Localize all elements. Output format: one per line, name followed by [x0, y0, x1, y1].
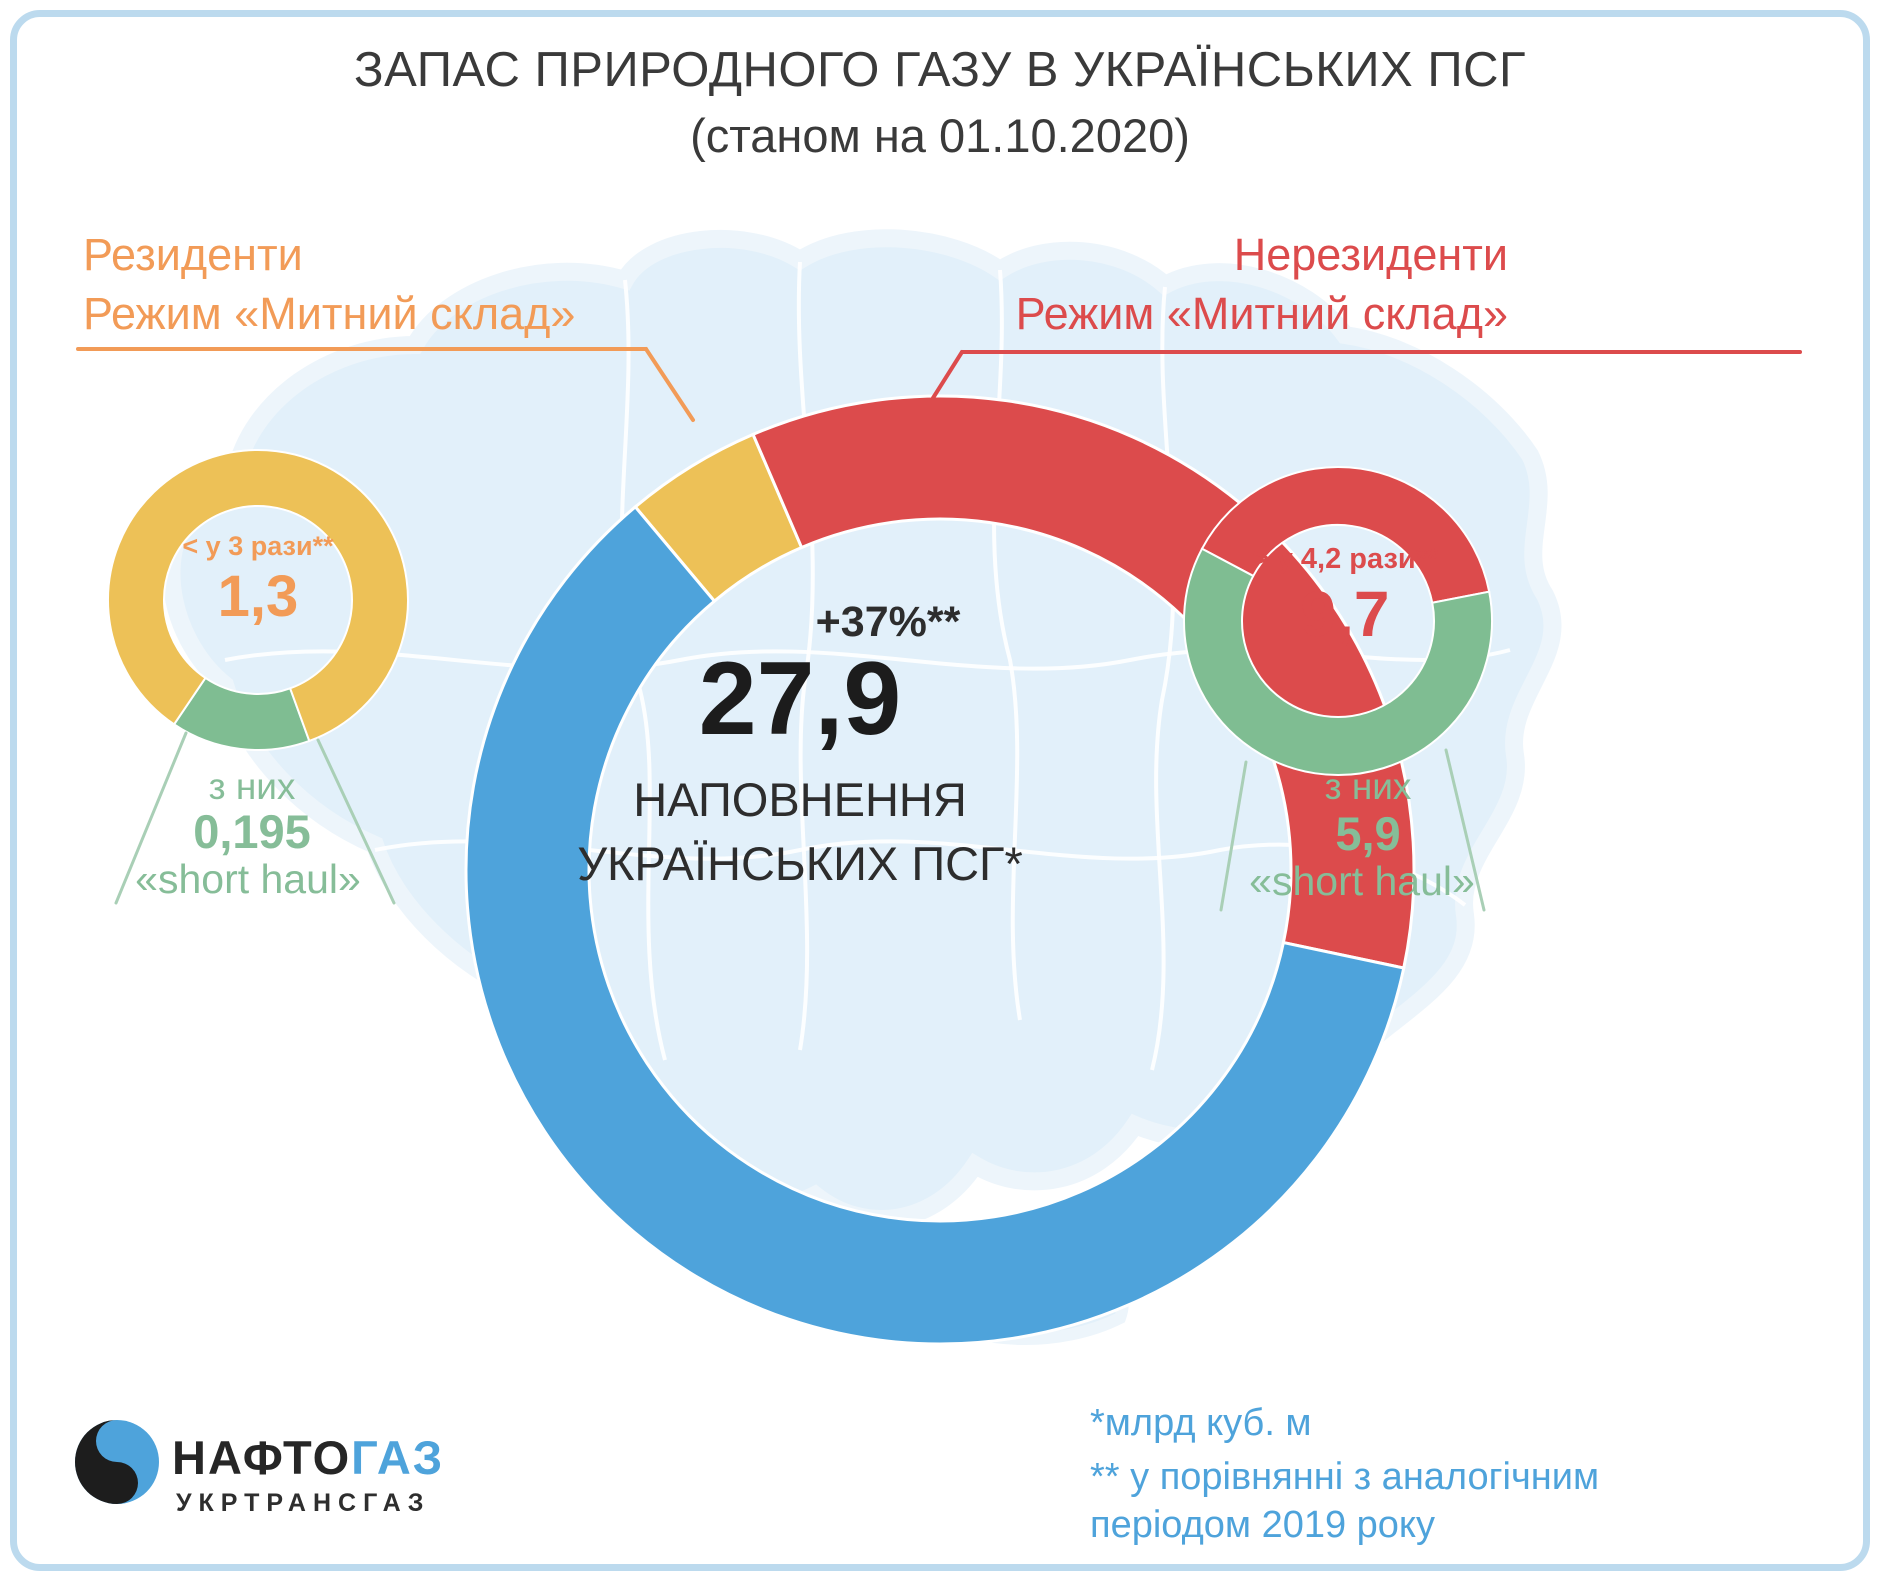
nonresidents-donut-segment-1	[1183, 547, 1493, 776]
residents-callout-line3: «short haul»	[135, 856, 361, 902]
nonresidents-callout-line-left	[1219, 760, 1248, 912]
nonresidents-connector-line	[931, 350, 964, 400]
nonresidents-header-line2: Режим «Митний склад»	[1015, 288, 1508, 339]
residents-callout-line-left	[114, 731, 188, 905]
nonresidents-header-line1: Нерезиденти	[1233, 229, 1508, 280]
footnote-units: *млрд куб. м	[1090, 1402, 1312, 1444]
nonresidents-donut-segment-0	[1200, 466, 1491, 604]
footnote-comparison-line2: періодом 2019 року	[1090, 1504, 1435, 1546]
footnote-comparison-line1: ** у порівнянні з аналогічним	[1090, 1456, 1600, 1498]
connector-lines	[76, 347, 1802, 912]
residents-donut-value: 1,3	[217, 564, 299, 629]
residents-donut-segment-1	[107, 449, 409, 743]
residents-callout-line1: з них	[208, 766, 296, 807]
naftogaz-logo-icon	[75, 1420, 159, 1504]
nonresidents-callout-line3: «short haul»	[1249, 858, 1475, 904]
nonresidents-donut-value: 9,7	[1300, 578, 1390, 650]
logo-wordmark: НАФТОГАЗ	[172, 1430, 444, 1485]
main-donut-caption-line2: УКРАЇНСЬКИХ ПСГ*	[577, 837, 1023, 890]
residents-callout-value: 0,195	[193, 805, 311, 858]
nonresidents-donut-note: > у 4,2 рази**	[1251, 543, 1439, 575]
residents-callout-line-right	[316, 738, 396, 905]
logo-wordmark-blue: ГАЗ	[351, 1431, 445, 1484]
page-title: ЗАПАС ПРИРОДНОГО ГАЗУ В УКРАЇНСЬКИХ ПСГ	[354, 43, 1526, 97]
main-donut-segment-2	[464, 504, 1406, 1346]
main-donut-caption-line1: НАПОВНЕННЯ	[633, 773, 967, 826]
logo-subtitle: УКРТРАНСГАЗ	[176, 1489, 431, 1517]
donut-charts	[107, 394, 1493, 1346]
main-donut-change-label: +37%**	[815, 598, 961, 646]
page-subtitle: (станом на 01.10.2020)	[690, 109, 1190, 162]
residents-connector-line	[644, 347, 695, 422]
residents-donut-note: < у 3 рази**	[182, 531, 334, 561]
residents-header-line2: Режим «Митний склад»	[83, 288, 576, 339]
main-donut-value: 27,9	[698, 641, 902, 757]
nonresidents-callout-value: 5,9	[1335, 807, 1401, 860]
nonresidents-callout-line1: з них	[1324, 766, 1412, 807]
residents-header-line1: Резиденти	[83, 229, 303, 280]
logo-wordmark-dark: НАФТО	[172, 1431, 352, 1484]
nonresidents-callout-line-right	[1444, 748, 1486, 912]
